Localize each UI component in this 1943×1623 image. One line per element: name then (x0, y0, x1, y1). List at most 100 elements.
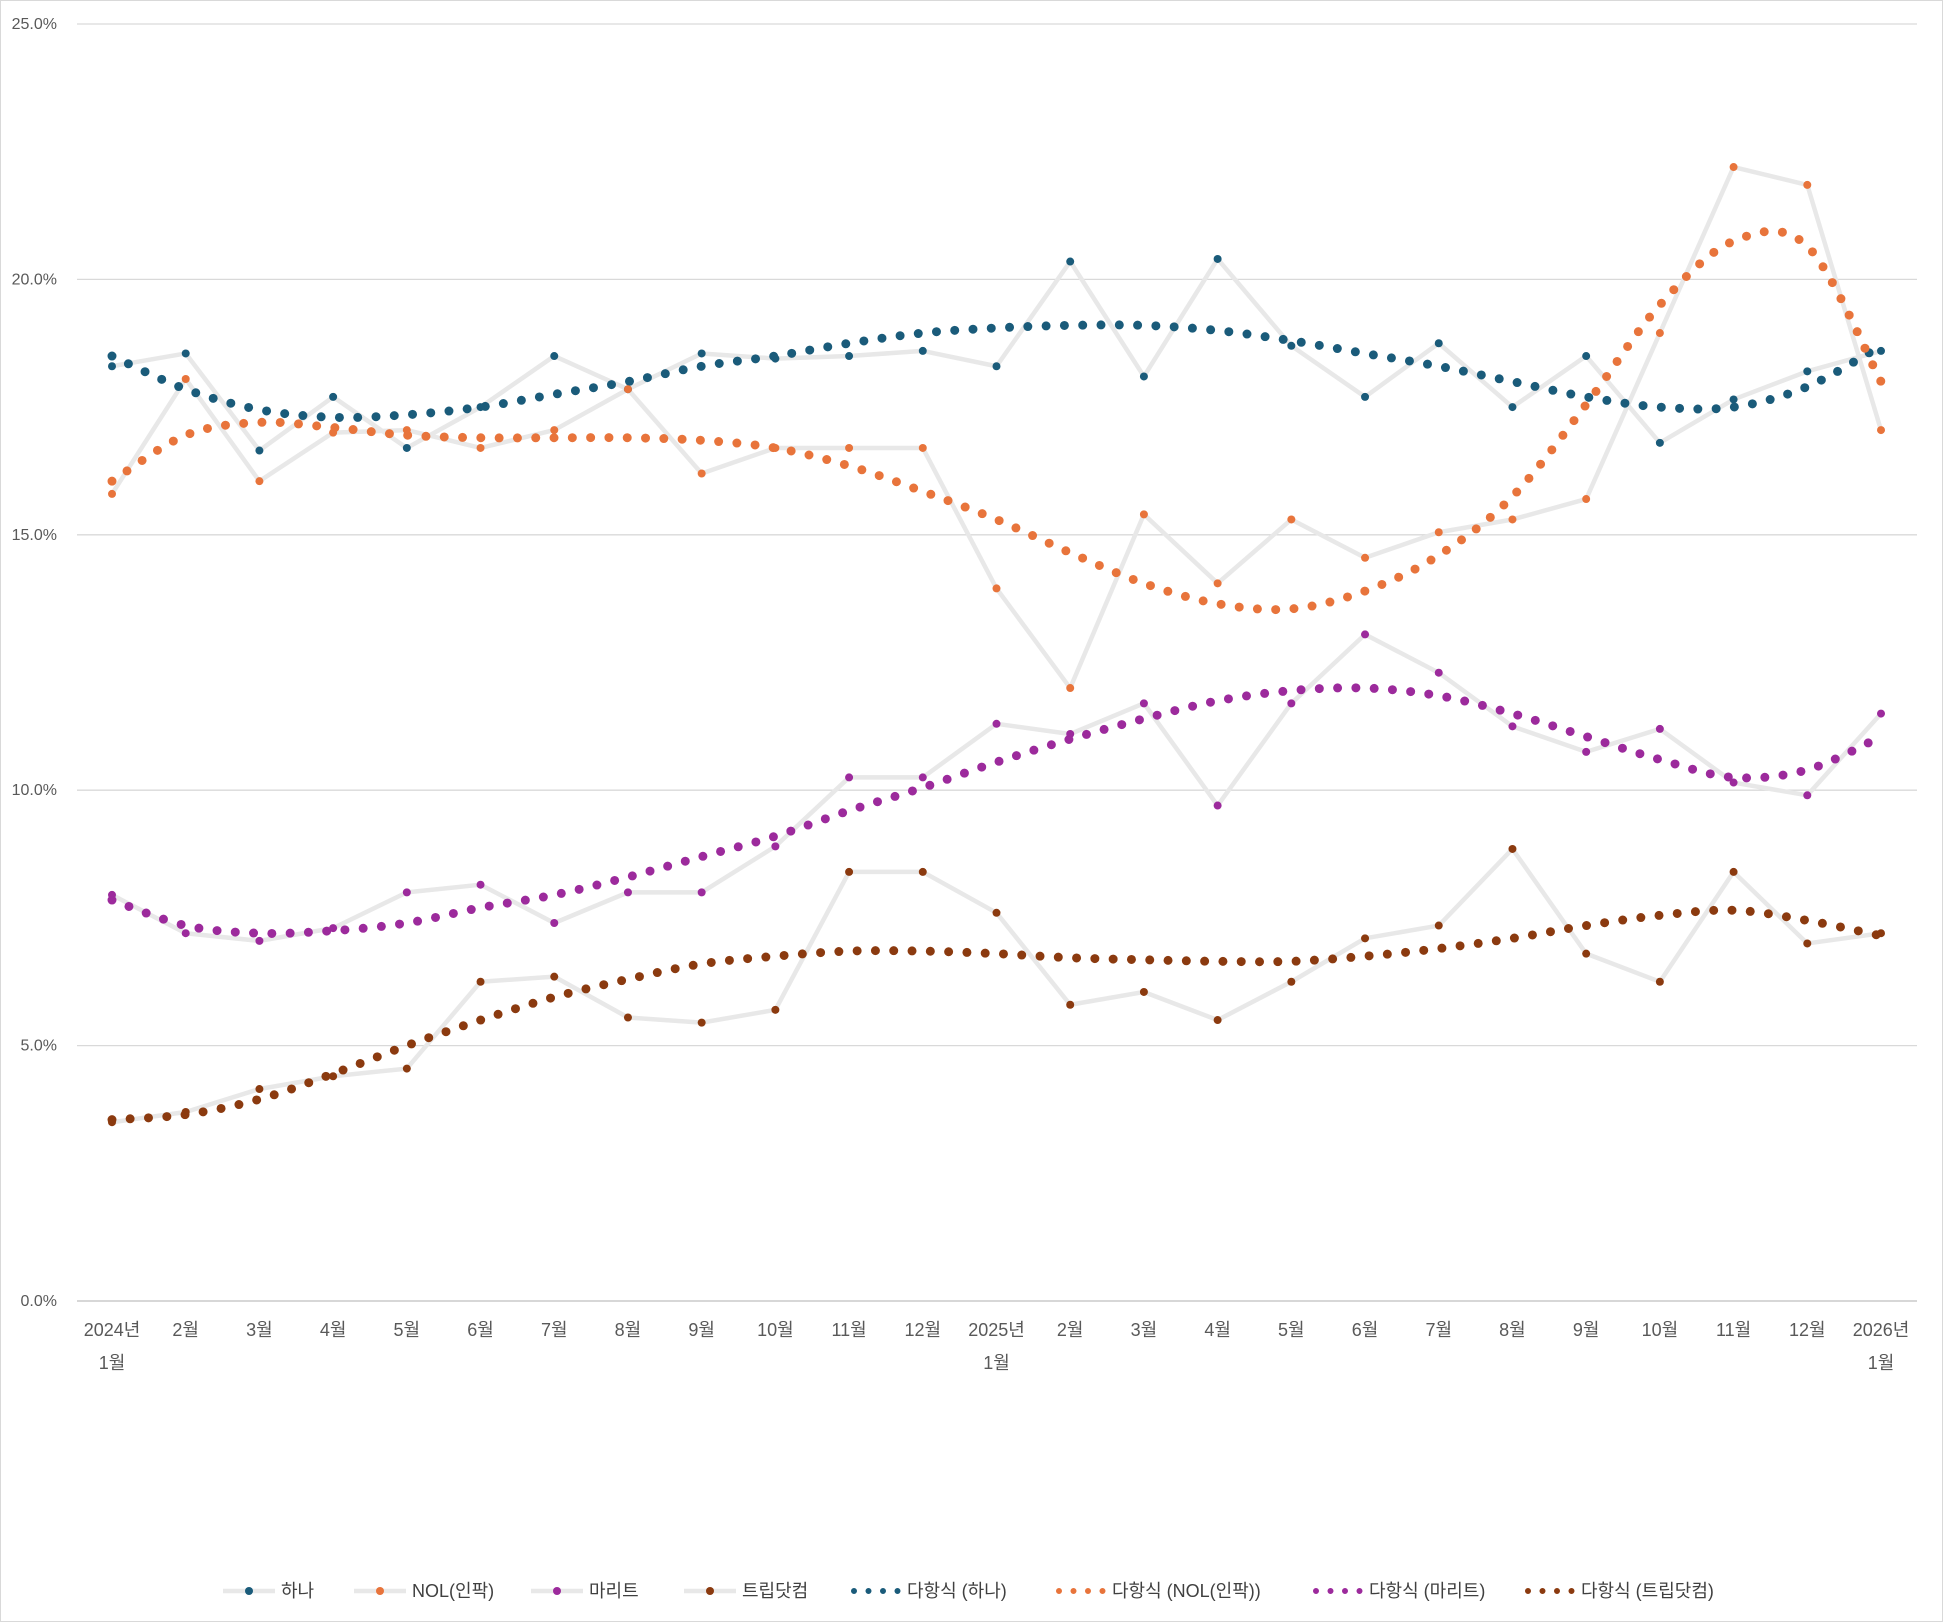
legend-label: 하나 (281, 1581, 314, 1601)
data-point-하나 (108, 362, 116, 371)
legend-label: 다항식 (마리트) (1369, 1581, 1485, 1601)
data-point-nol-인팍 (1803, 180, 1812, 189)
x-tick-label: 3월 (1131, 1320, 1158, 1340)
data-point-nol-인팍 (1139, 510, 1148, 519)
x-tick-label: 4월 (1204, 1320, 1231, 1340)
trendline-다항식-마리트 (107, 683, 1886, 938)
data-point-트립닷컴 (329, 1072, 338, 1081)
data-point-마리트 (550, 919, 559, 928)
data-point-마리트 (918, 773, 927, 782)
trendline-다항식-nol-인팍 (107, 226, 1886, 615)
data-point-nol-인팍 (550, 426, 559, 435)
data-point-하나 (402, 443, 411, 452)
data-point-하나 (1582, 352, 1591, 361)
data-point-트립닷컴 (550, 972, 559, 981)
data-point-마리트 (1508, 722, 1517, 731)
series-line-마리트 (110, 632, 1883, 944)
data-point-트립닷컴 (992, 908, 1001, 917)
series-line-하나 (111, 256, 1882, 453)
x-tick-label: 2024년 (84, 1320, 141, 1340)
series-line-트립닷컴 (111, 846, 1882, 1125)
data-point-트립닷컴 (1803, 939, 1812, 948)
x-tick-label: 6월 (467, 1320, 494, 1340)
data-point-트립닷컴 (1287, 977, 1296, 986)
data-point-마리트 (1066, 730, 1075, 739)
data-point-마리트 (1287, 699, 1296, 708)
data-point-마리트 (1213, 801, 1222, 810)
legend-marker-swatch (553, 1587, 561, 1595)
data-point-nol-인팍 (329, 428, 338, 437)
trendline-다항식-트립닷컴 (107, 905, 1886, 1125)
legend-item-마리트: 마리트 (531, 1581, 639, 1601)
legend-label: 마리트 (589, 1581, 639, 1601)
data-point-nol-인팍 (476, 443, 485, 452)
data-point-nol-인팍 (1508, 515, 1517, 524)
x-tick-label: 8월 (615, 1320, 642, 1340)
data-point-마리트 (992, 719, 1001, 728)
legend-marker-swatch (245, 1587, 253, 1595)
x-tick-label: 2월 (172, 1320, 199, 1340)
x-tick-label: 9월 (1573, 1320, 1600, 1340)
data-point-트립닷컴 (771, 1005, 780, 1014)
x-tick-label: 3월 (246, 1320, 273, 1340)
data-point-하나 (550, 352, 559, 361)
data-point-nol-인팍 (1582, 495, 1591, 504)
data-point-트립닷컴 (1066, 1000, 1075, 1009)
data-point-트립닷컴 (845, 867, 854, 876)
x-tick-label: 11월 (831, 1320, 866, 1340)
y-axis: 0.0% 5.0% 10.0% 15.0% 20.0% 25.0% (12, 16, 57, 1310)
data-point-트립닷컴 (623, 1013, 632, 1022)
data-point-마리트 (1877, 709, 1885, 718)
data-point-nol-인팍 (1213, 579, 1222, 588)
data-point-마리트 (845, 773, 854, 782)
data-point-하나 (845, 352, 854, 361)
data-markers (108, 163, 1885, 1127)
x-tick-label: 7월 (541, 1320, 568, 1340)
x-tick-label: 10월 (1642, 1320, 1679, 1340)
data-point-하나 (1066, 257, 1075, 266)
data-point-트립닷컴 (1361, 934, 1370, 943)
x-tick-label: 5월 (1278, 1320, 1305, 1340)
legend-marker-swatch (706, 1587, 714, 1595)
x-tick-label: 1월 (99, 1353, 126, 1373)
data-point-트립닷컴 (1582, 949, 1591, 958)
data-point-트립닷컴 (1729, 867, 1738, 876)
legend-label: 트립닷컴 (742, 1581, 808, 1601)
data-point-nol-인팍 (1287, 515, 1296, 524)
x-tick-label: 11월 (1716, 1320, 1751, 1340)
legend-item-하나: 하나 (223, 1581, 314, 1601)
data-point-마리트 (1729, 778, 1738, 787)
data-point-마리트 (1655, 724, 1664, 733)
data-point-트립닷컴 (1434, 921, 1443, 930)
y-tick-label: 5.0% (21, 1038, 57, 1055)
data-point-마리트 (1139, 699, 1148, 708)
data-point-하나 (1139, 372, 1148, 381)
data-point-트립닷컴 (181, 1108, 190, 1117)
y-tick-label: 20.0% (12, 271, 57, 288)
data-point-트립닷컴 (918, 867, 927, 876)
data-point-트립닷컴 (1139, 987, 1148, 996)
y-tick-label: 10.0% (12, 782, 57, 799)
data-point-nol-인팍 (918, 443, 927, 452)
data-point-하나 (329, 392, 338, 401)
data-point-nol-인팍 (181, 375, 190, 384)
legend-label: 다항식 (트립닷컴) (1581, 1581, 1714, 1601)
data-point-하나 (1803, 367, 1812, 376)
data-point-마리트 (402, 888, 411, 897)
data-point-마리트 (1582, 747, 1591, 756)
data-point-nol-인팍 (255, 477, 264, 486)
x-tick-label: 12월 (904, 1320, 941, 1340)
x-tick-label: 1월 (983, 1353, 1010, 1373)
data-point-nol-인팍 (108, 489, 116, 498)
data-series (110, 164, 1884, 1125)
y-tick-label: 0.0% (21, 1293, 57, 1310)
data-point-하나 (255, 446, 264, 455)
data-point-nol-인팍 (1361, 553, 1370, 562)
data-point-트립닷컴 (476, 977, 485, 986)
data-point-nol-인팍 (845, 443, 854, 452)
data-point-마리트 (623, 888, 632, 897)
gridlines (77, 23, 1917, 1302)
legend-label: NOL(인팍) (412, 1581, 494, 1601)
data-point-하나 (1655, 438, 1664, 447)
